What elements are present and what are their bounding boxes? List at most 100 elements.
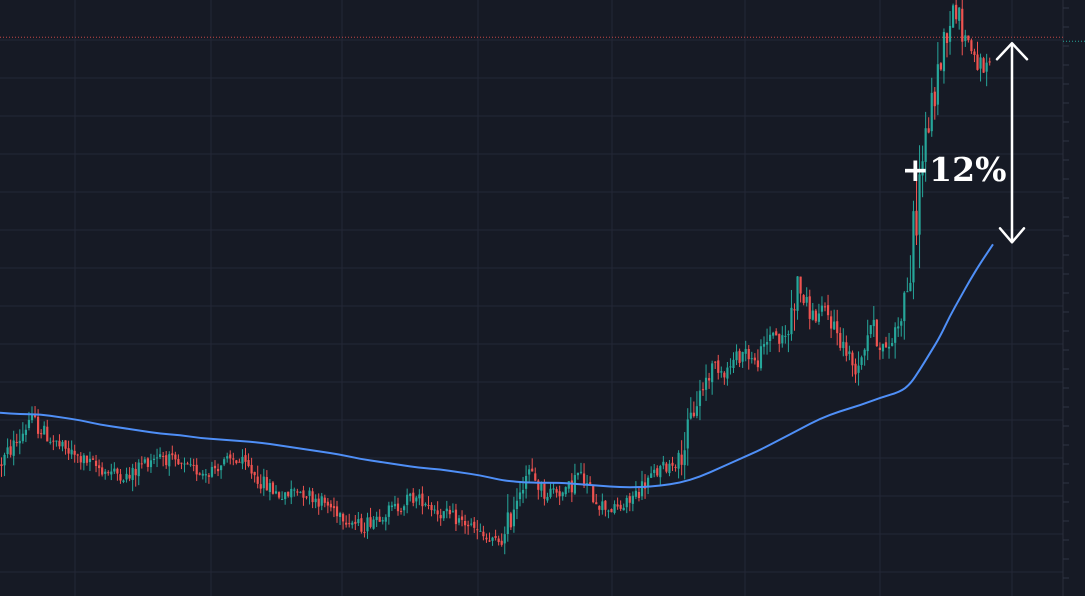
candle-up[interactable]: [613, 500, 616, 515]
candle-down[interactable]: [247, 453, 250, 468]
candle-up[interactable]: [284, 491, 287, 505]
candle-up[interactable]: [897, 317, 900, 337]
candle-down[interactable]: [616, 497, 619, 510]
candle-up[interactable]: [750, 351, 753, 364]
candle-down[interactable]: [177, 454, 180, 465]
candle-down[interactable]: [323, 494, 326, 508]
candle-down[interactable]: [335, 500, 339, 523]
candle-up[interactable]: [833, 309, 836, 331]
candle-up[interactable]: [183, 457, 186, 473]
candle-down[interactable]: [500, 533, 503, 547]
candle-down[interactable]: [101, 462, 104, 477]
candle-down[interactable]: [265, 470, 268, 491]
candle-down[interactable]: [875, 318, 878, 347]
candle-down[interactable]: [756, 349, 759, 372]
candle-up[interactable]: [241, 449, 244, 470]
candle-down[interactable]: [976, 41, 979, 71]
candle-down[interactable]: [610, 508, 613, 513]
candle-down[interactable]: [58, 434, 61, 450]
candle-up[interactable]: [930, 77, 933, 137]
candle-up[interactable]: [338, 511, 342, 526]
candle-up[interactable]: [506, 494, 509, 542]
candle-up[interactable]: [387, 501, 390, 525]
candle-down[interactable]: [33, 406, 37, 419]
candle-down[interactable]: [412, 488, 415, 507]
candle-down[interactable]: [287, 491, 290, 498]
candle-down[interactable]: [15, 433, 18, 447]
candle-down[interactable]: [692, 401, 695, 418]
candle-up[interactable]: [314, 494, 317, 509]
candle-up[interactable]: [659, 464, 662, 485]
candle-up[interactable]: [921, 145, 924, 198]
candle-up[interactable]: [781, 326, 784, 348]
candle-up[interactable]: [759, 339, 763, 371]
candle-up[interactable]: [936, 42, 939, 116]
candle-down[interactable]: [927, 117, 930, 134]
candles[interactable]: [0, 0, 991, 555]
candle-up[interactable]: [872, 306, 875, 338]
candle-down[interactable]: [186, 461, 189, 465]
candle-down[interactable]: [216, 463, 220, 477]
candle-up[interactable]: [857, 351, 860, 386]
candle-up[interactable]: [433, 505, 436, 514]
candle-up[interactable]: [769, 326, 772, 352]
candle-down[interactable]: [680, 440, 683, 476]
candle-up[interactable]: [677, 450, 680, 479]
candle-down[interactable]: [128, 467, 131, 482]
candle-down[interactable]: [213, 460, 217, 474]
candle-down[interactable]: [494, 529, 497, 541]
candle-up[interactable]: [104, 468, 107, 480]
candle-up[interactable]: [131, 463, 134, 492]
candle-up[interactable]: [887, 332, 891, 359]
candle-down[interactable]: [854, 358, 857, 383]
candle-up[interactable]: [503, 526, 506, 555]
candle-down[interactable]: [256, 465, 259, 489]
candle-up[interactable]: [607, 509, 610, 519]
candle-up[interactable]: [168, 451, 171, 476]
candle-down[interactable]: [826, 294, 830, 320]
candle-up[interactable]: [762, 336, 766, 355]
candle-up[interactable]: [863, 348, 866, 366]
candle-down[interactable]: [396, 497, 400, 516]
candle-down[interactable]: [708, 372, 711, 389]
candle-up[interactable]: [381, 516, 384, 525]
candle-up[interactable]: [546, 492, 549, 503]
candle-up[interactable]: [683, 432, 686, 480]
candle-up[interactable]: [415, 495, 418, 509]
candle-up[interactable]: [515, 488, 519, 520]
candle-up[interactable]: [308, 487, 311, 505]
candle-up[interactable]: [958, 6, 961, 30]
candle-down[interactable]: [955, 0, 958, 24]
candle-up[interactable]: [24, 424, 27, 443]
candle-down[interactable]: [747, 345, 750, 370]
candle-down[interactable]: [598, 505, 601, 516]
candle-up[interactable]: [732, 352, 735, 373]
candle-up[interactable]: [143, 456, 146, 464]
candle-up[interactable]: [796, 276, 799, 320]
candle-down[interactable]: [317, 493, 320, 515]
candle-down[interactable]: [235, 459, 238, 465]
candle-up[interactable]: [21, 422, 24, 444]
candle-down[interactable]: [619, 500, 622, 512]
candle-up[interactable]: [634, 481, 637, 500]
candle-up[interactable]: [55, 440, 58, 447]
candle-up[interactable]: [110, 463, 113, 481]
candle-down[interactable]: [174, 451, 177, 467]
candle-down[interactable]: [259, 474, 262, 494]
candle-up[interactable]: [729, 358, 732, 375]
candle-down[interactable]: [238, 458, 241, 463]
candle-down[interactable]: [933, 87, 936, 120]
candle-up[interactable]: [540, 481, 543, 498]
candle-down[interactable]: [232, 452, 235, 466]
candle-down[interactable]: [311, 487, 314, 509]
candle-down[interactable]: [534, 467, 537, 482]
candle-down[interactable]: [79, 452, 82, 470]
candle-down[interactable]: [460, 510, 464, 527]
candle-down[interactable]: [570, 473, 573, 503]
candle-down[interactable]: [253, 471, 256, 483]
candle-down[interactable]: [134, 462, 137, 487]
candle-down[interactable]: [98, 459, 101, 477]
candle-down[interactable]: [454, 503, 458, 532]
candle-up[interactable]: [631, 491, 634, 512]
candle-up[interactable]: [735, 344, 738, 366]
